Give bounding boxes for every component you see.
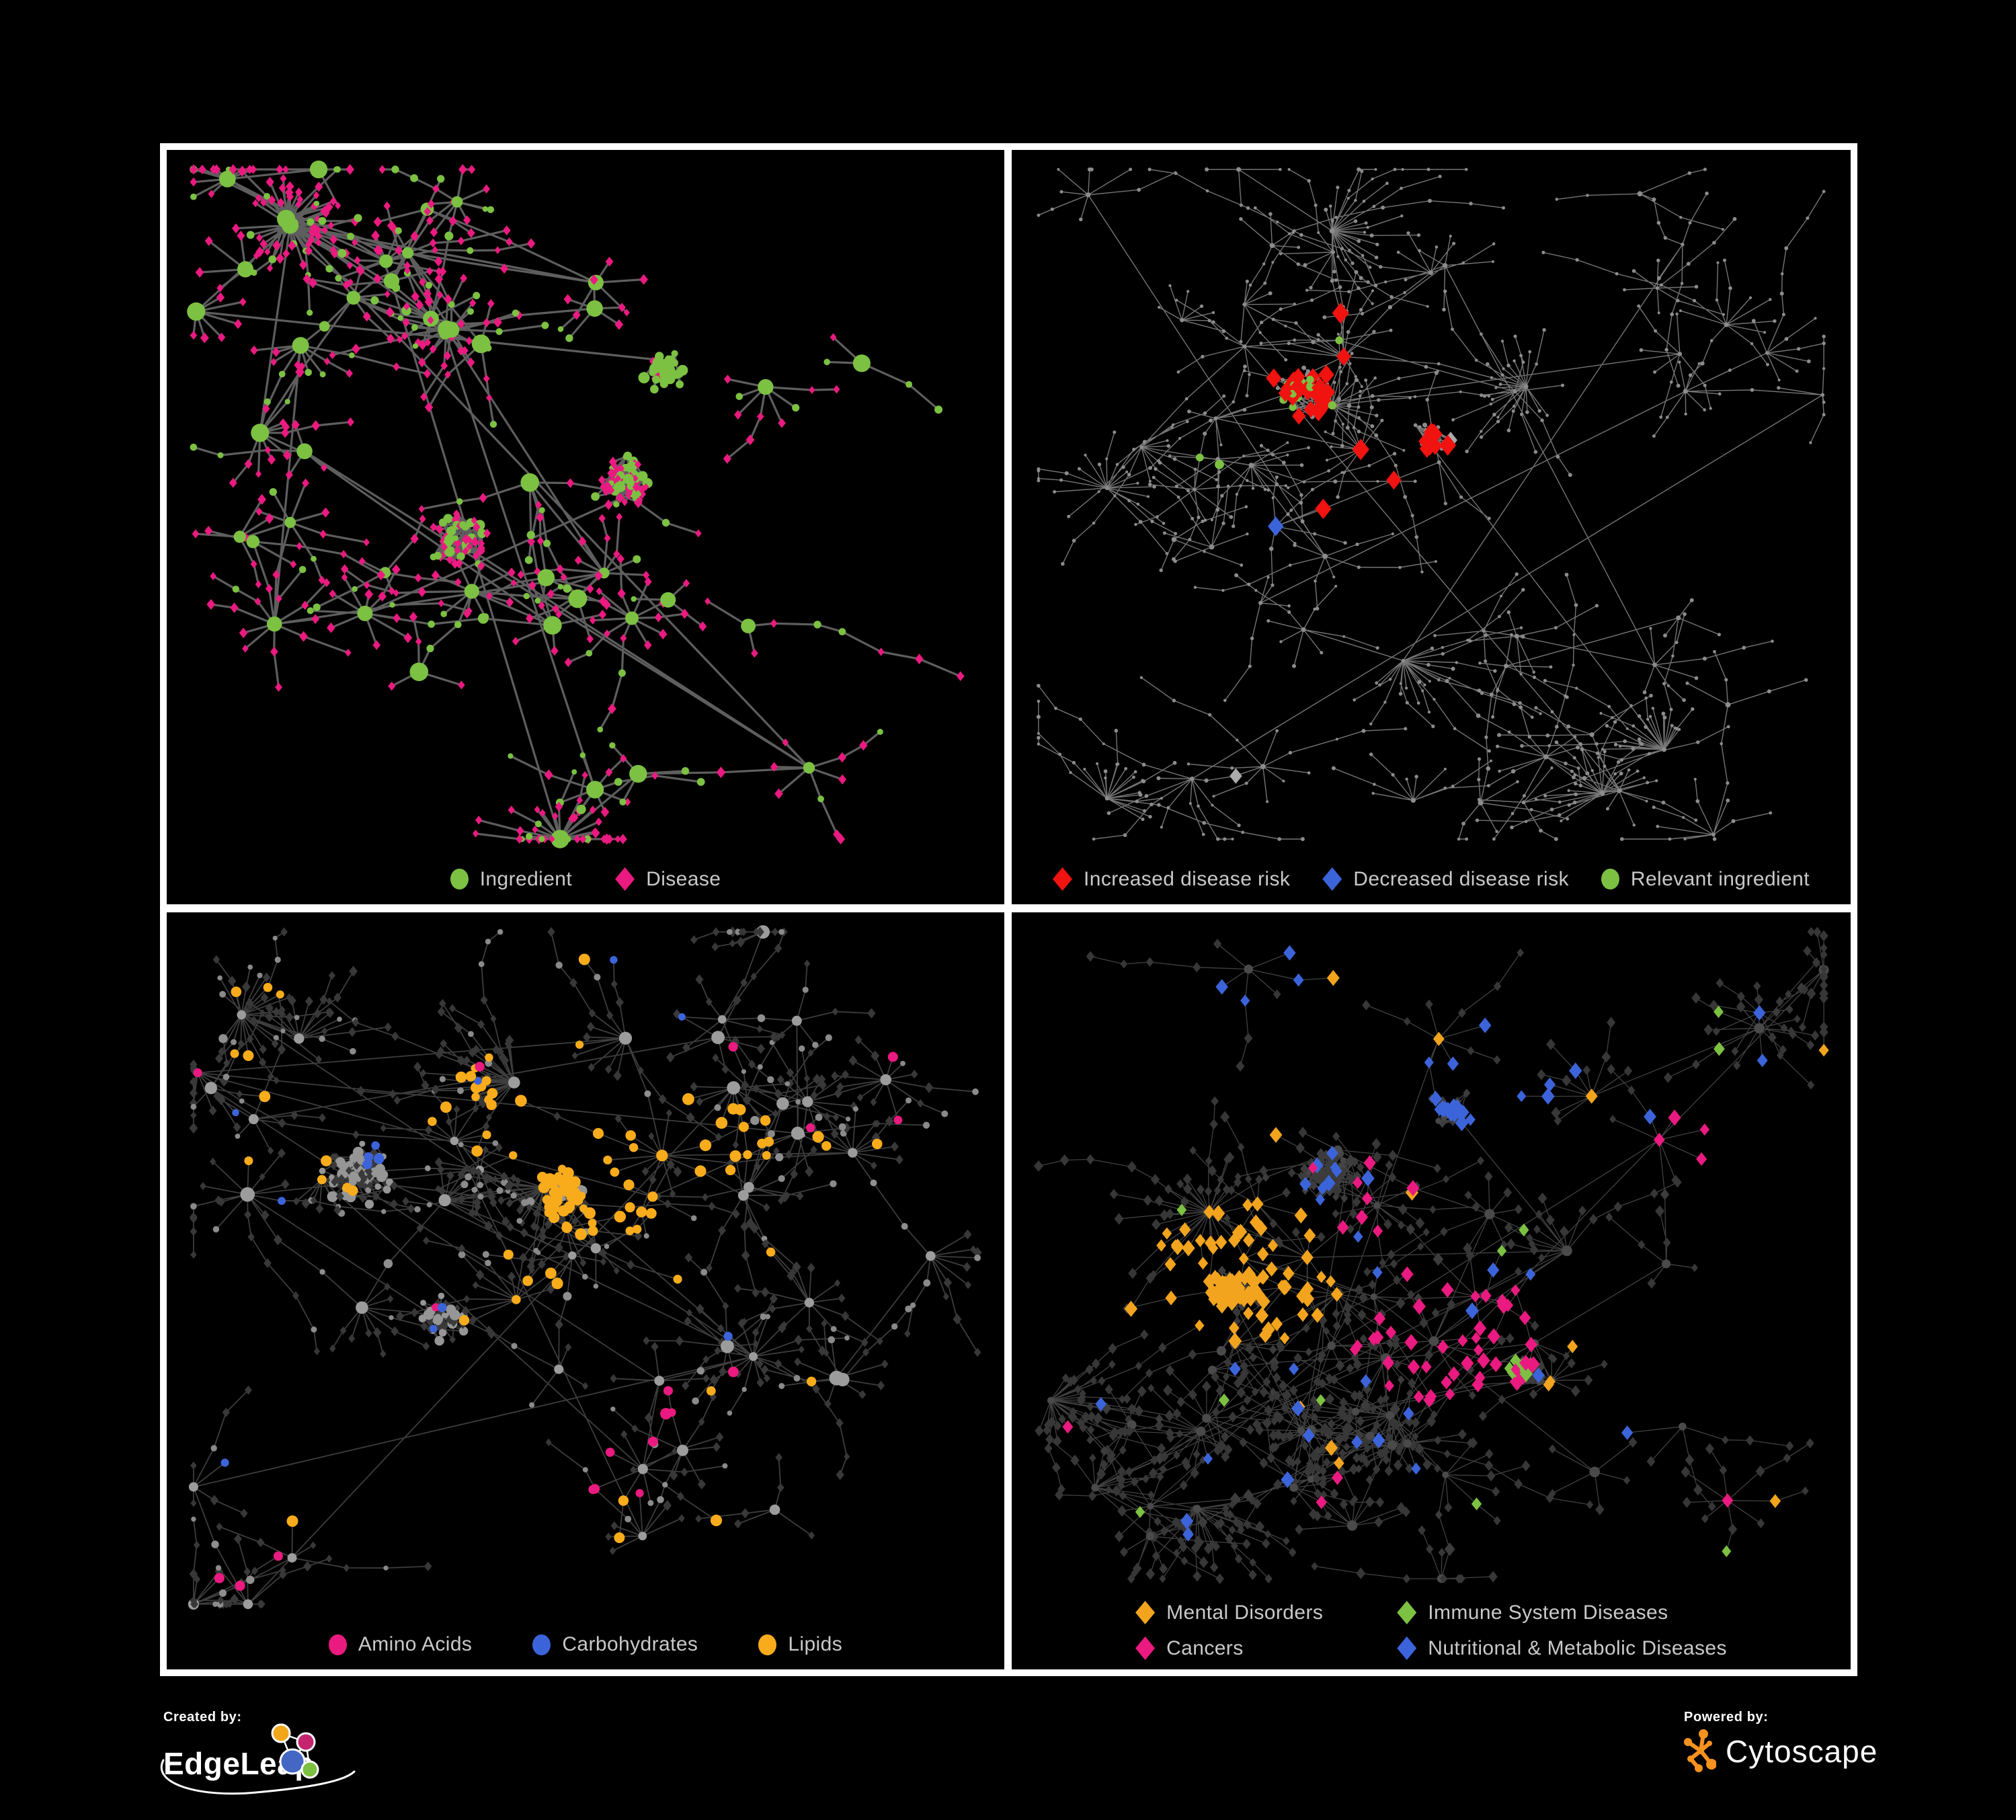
circle-icon	[758, 1634, 777, 1655]
cytoscape-wordmark: Cytoscape	[1726, 1734, 1878, 1769]
legend-item-increased-risk: Increased disease risk	[1053, 867, 1290, 891]
diamond-icon	[1135, 1601, 1156, 1624]
legend-label: Relevant ingredient	[1630, 867, 1810, 890]
diamond-icon	[1135, 1636, 1156, 1660]
legend-label: Disease	[646, 867, 721, 890]
legend-disease-categories: Mental Disorders Immune System Diseases …	[1012, 1601, 1851, 1660]
legend-disease-risk: Increased disease risk Decreased disease…	[1012, 867, 1851, 891]
panel-disease-risk: Increased disease risk Decreased disease…	[1012, 150, 1851, 904]
circle-icon	[328, 1634, 347, 1655]
legend-label: Nutritional & Metabolic Diseases	[1428, 1636, 1727, 1659]
legend-item-mental-disorders: Mental Disorders	[1135, 1601, 1323, 1624]
legend-item-decreased-risk: Decreased disease risk	[1322, 867, 1569, 891]
edgeleap-brand: EdgeLeap	[161, 1723, 405, 1799]
circle-icon	[450, 869, 469, 889]
cytoscape-brand: Cytoscape	[1684, 1729, 1966, 1774]
legend-label: Immune System Diseases	[1428, 1601, 1668, 1624]
legend-label: Lipids	[788, 1633, 843, 1655]
circle-icon	[1601, 869, 1619, 889]
panel-grid: Ingredient Disease Increased disease ris…	[160, 143, 1857, 1676]
legend-item-cancers: Cancers	[1135, 1636, 1323, 1660]
legend-label: Carbohydrates	[562, 1633, 698, 1655]
edgeleap-credit: Created by: EdgeLeap	[161, 1710, 405, 1804]
diamond-icon	[1397, 1636, 1417, 1660]
cytoscape-logo-icon	[1684, 1729, 1716, 1772]
diamond-icon	[1322, 867, 1342, 891]
panel-disease-categories: Mental Disorders Immune System Diseases …	[1012, 912, 1851, 1669]
powered-by-label: Powered by:	[1684, 1710, 1769, 1725]
edgeleap-logo-icon	[161, 1723, 356, 1795]
legend-ingredient-disease: Ingredient Disease	[167, 867, 1004, 891]
legend-label: Mental Disorders	[1166, 1601, 1324, 1624]
circle-icon	[532, 1634, 551, 1655]
legend-label: Increased disease risk	[1084, 867, 1291, 890]
ingredient-disease-network-graph	[187, 160, 965, 848]
legend-item-relevant-ingredient: Relevant ingredient	[1601, 868, 1810, 891]
diamond-icon	[1397, 1601, 1417, 1624]
disease-risk-network-graph	[1036, 167, 1826, 841]
legend-label: Cancers	[1166, 1636, 1244, 1659]
created-by-label: Created by:	[163, 1710, 242, 1725]
panel-ingredient-disease: Ingredient Disease	[167, 150, 1004, 904]
diamond-icon	[1053, 867, 1072, 891]
cytoscape-credit: Powered by: Cytoscape	[1684, 1710, 1966, 1790]
legend-item-amino-acids: Amino Acids	[328, 1633, 473, 1656]
legend-label: Ingredient	[479, 867, 573, 890]
panel-nutrient-categories: Amino Acids Carbohydrates Lipids	[167, 912, 1004, 1669]
nutrient-categories-network-graph	[188, 925, 982, 1610]
legend-nutrient-categories: Amino Acids Carbohydrates Lipids	[167, 1633, 1004, 1656]
legend-item-disease: Disease	[615, 867, 721, 891]
disease-categories-network-graph	[1034, 926, 1829, 1585]
legend-label: Amino Acids	[358, 1633, 473, 1655]
legend-item-immune-system-diseases: Immune System Diseases	[1397, 1601, 1727, 1624]
legend-item-nutritional-metabolic-diseases: Nutritional & Metabolic Diseases	[1397, 1636, 1727, 1660]
legend-item-ingredient: Ingredient	[450, 868, 572, 891]
legend-item-carbohydrates: Carbohydrates	[532, 1633, 698, 1656]
legend-item-lipids: Lipids	[758, 1633, 842, 1656]
legend-label: Decreased disease risk	[1353, 867, 1569, 890]
diamond-icon	[615, 867, 635, 891]
